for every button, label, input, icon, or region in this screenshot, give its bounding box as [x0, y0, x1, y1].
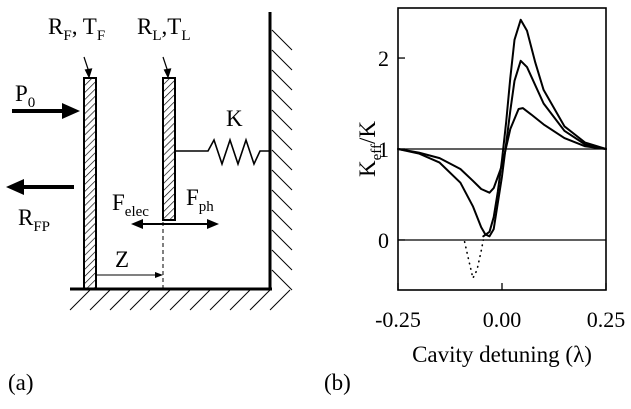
movable-mirror — [162, 77, 176, 221]
chart-content — [397, 18, 607, 279]
x-tick-label: 0.25 — [587, 307, 626, 332]
series-line-3 — [463, 239, 485, 279]
incident-power-label: P0 — [15, 81, 35, 111]
y-axis-label: Keff/K — [355, 121, 385, 177]
x-tick-label: 0.00 — [483, 307, 522, 332]
panel-b-chart: -0.25 0.00 0.25 0 1 2 Keff/K Cavity detuning… — [324, 7, 625, 395]
y-axis-ticks: 0 1 2 — [378, 46, 405, 253]
x-tick-label: -0.25 — [375, 307, 421, 332]
photon-force-label: Fph — [186, 185, 214, 215]
y-tick-label: 1 — [378, 137, 389, 162]
panel-a-label: (a) — [8, 370, 34, 395]
reflected-power-label: RFP — [18, 205, 50, 235]
y-tick-label: 2 — [378, 46, 389, 71]
fixed-mirror-label: RF, TF — [48, 14, 105, 44]
reflected-power-arrow — [6, 179, 74, 195]
floor-hatch — [69, 289, 291, 311]
spring — [175, 137, 270, 167]
panel-b-label: (b) — [324, 370, 351, 395]
fixed-mirror — [83, 77, 97, 290]
gap-label: Z — [115, 247, 129, 272]
y-tick-label: 0 — [378, 228, 389, 253]
panel-a-schematic: RF, TF RL,TL P0 RFP K Felec Fph — [6, 12, 293, 395]
x-axis-label: Cavity detuning (λ) — [412, 342, 592, 367]
label-pointers — [83, 56, 172, 79]
movable-mirror-label: RL,TL — [137, 14, 191, 44]
force-arrows — [131, 219, 219, 229]
series-line-2 — [482, 18, 607, 238]
wall-hatch — [271, 29, 293, 291]
electrostatic-force-label: Felec — [112, 190, 149, 220]
x-axis-ticks: -0.25 0.00 0.25 — [375, 283, 625, 332]
incident-power-arrow — [12, 103, 80, 119]
gap-arrow — [97, 272, 163, 278]
series-line-1 — [397, 59, 607, 238]
spring-constant-label: K — [226, 106, 243, 131]
